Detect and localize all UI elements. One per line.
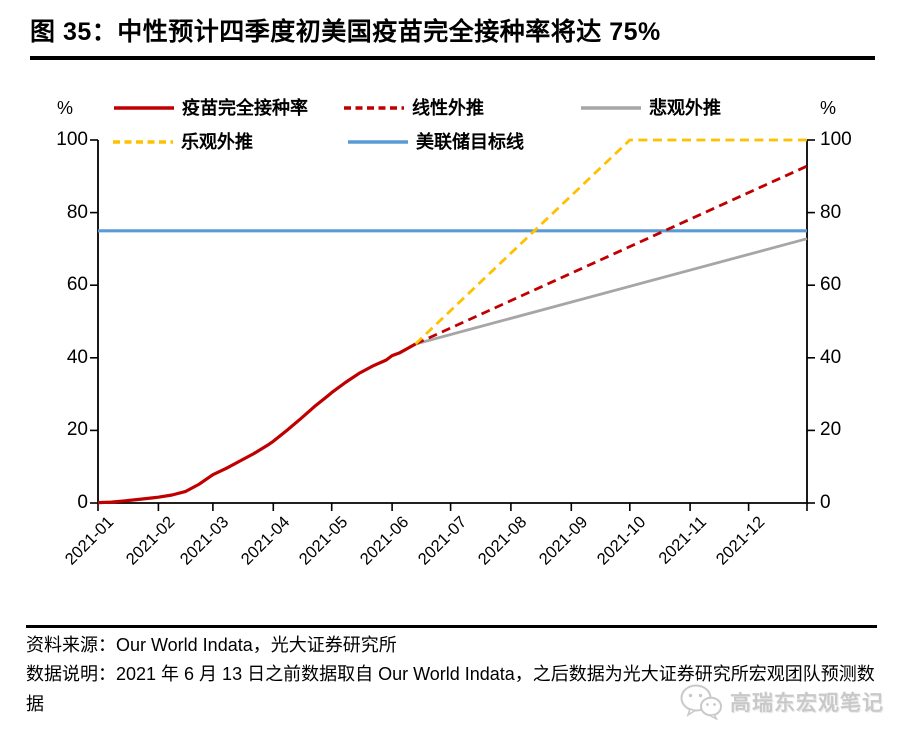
- axis-frame: [97, 140, 808, 504]
- legend-swatch-linear: [343, 104, 405, 112]
- watermark: 高瑞东宏观笔记: [680, 684, 884, 720]
- title-rule: [30, 56, 875, 60]
- y-axis-unit-left: %: [57, 98, 74, 118]
- wechat-icon: [680, 684, 722, 720]
- legend-item-fed-target: 美联储目标线: [347, 131, 524, 153]
- y-axis-label-right: 60: [820, 274, 842, 296]
- y-axis-label-right: 100: [820, 129, 852, 150]
- y-axis-label-left: 40: [66, 346, 88, 368]
- legend-label-fed-target: 美联储目标线: [416, 132, 524, 152]
- legend-swatch-actual: [113, 104, 175, 112]
- y-axis-label-right: 0: [820, 492, 831, 513]
- legend-swatch-optimistic: [112, 138, 174, 146]
- series-line-2: [415, 237, 808, 346]
- y-axis-label-right: 80: [820, 201, 842, 223]
- y-axis-label-right: 40: [820, 346, 842, 368]
- series-line-3: [414, 138, 807, 346]
- y-axis-unit-right: %: [820, 98, 837, 118]
- legend-item-linear: 线性外推: [343, 97, 484, 119]
- y-axis-label-left: 20: [66, 419, 88, 441]
- legend-item-actual: 疫苗完全接种率: [113, 97, 308, 119]
- figure-title: 图 35：中性预计四季度初美国疫苗完全接种率将达 75%: [30, 18, 661, 46]
- legend-item-pessimistic: 悲观外推: [580, 97, 721, 119]
- y-axis-label-left: 100: [56, 129, 88, 150]
- y-axis-label-left: 80: [66, 201, 88, 223]
- y-axis-label-right: 20: [820, 419, 842, 441]
- legend-label-pessimistic: 悲观外推: [649, 98, 721, 118]
- series-line-0: [97, 342, 417, 505]
- watermark-text: 高瑞东宏观笔记: [730, 692, 884, 715]
- footer-rule: [26, 625, 877, 628]
- y-axis-label-left: 60: [66, 274, 88, 296]
- data-note: 数据说明：2021 年 6 月 13 日之前数据取自 Our World Ind…: [26, 664, 875, 714]
- legend-swatch-pessimistic: [580, 104, 642, 112]
- legend-swatch-fed-target: [347, 138, 409, 146]
- legend-label-linear: 线性外推: [412, 98, 484, 118]
- y-axis-label-left: 0: [77, 492, 88, 513]
- legend-label-actual: 疫苗完全接种率: [182, 98, 308, 118]
- legend-label-optimistic: 乐观外推: [181, 132, 253, 152]
- legend-item-optimistic: 乐观外推: [112, 131, 253, 153]
- source-line: 资料来源：Our World Indata，光大证券研究所: [26, 635, 397, 655]
